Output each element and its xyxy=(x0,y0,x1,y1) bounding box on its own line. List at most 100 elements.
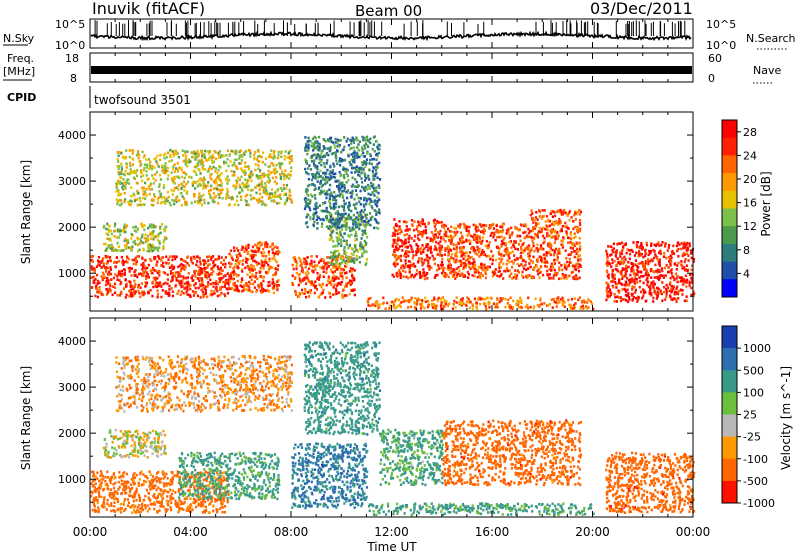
velocity-colorbar-segment xyxy=(722,326,737,349)
power-echo-region xyxy=(90,254,231,299)
time-tick-label: 12:00 xyxy=(374,525,409,539)
cpid-label: CPID xyxy=(7,91,36,104)
cpid-panel: CPID twofsound 3501 xyxy=(7,86,191,108)
velocity-colorbar-tick: -100 xyxy=(743,453,768,466)
power-colorbar-tick: 20 xyxy=(743,173,757,186)
power-colorbar: 28 24 20 16 12 8 4 xyxy=(721,119,757,298)
nsearch-label: N.Search xyxy=(746,32,796,45)
velocity-echo-region xyxy=(605,451,696,514)
power-colorbar-segment xyxy=(722,208,737,227)
velocity-colorbar-tick: 100 xyxy=(743,386,764,399)
power-colorbar-segment xyxy=(722,137,737,156)
velocity-cbar-label: Velocity [m s^-1] xyxy=(779,366,793,470)
nave-label: Nave xyxy=(753,64,781,77)
velocity-colorbar-tick: -25 xyxy=(743,431,761,444)
power-echo-region xyxy=(366,296,595,311)
freq-panel: Freq. [MHz] 18 8 60 0 Nave xyxy=(3,52,781,85)
nsky-panel: N.Sky 10^5 10^0 10^5 10^0 N.Search xyxy=(3,18,796,52)
nsky-label: N.Sky xyxy=(3,32,35,45)
velocity-colorbar-tick: -500 xyxy=(743,475,768,488)
time-axis: 00:00 04:00 08:00 12:00 16:00 20:00 00:00 xyxy=(73,19,711,539)
freq-trace xyxy=(91,66,692,74)
velocity-colorbar-segment xyxy=(722,348,737,371)
freq-tick-top: 18 xyxy=(65,52,79,65)
time-tick-label: 20:00 xyxy=(575,525,610,539)
power-echo-region xyxy=(115,148,294,207)
date-title: 03/Dec/2011 xyxy=(590,0,693,18)
velocity-echo-region xyxy=(441,419,582,487)
velocity-echo-region xyxy=(102,428,167,459)
power-colorbar-segment xyxy=(722,279,737,298)
cpid-program: twofsound 3501 xyxy=(94,93,191,107)
power-colorbar-tick: 4 xyxy=(743,267,750,280)
velocity-yaxis: 1000 2000 3000 4000 xyxy=(58,335,693,503)
beam-title: Beam 00 xyxy=(355,2,422,20)
power-colorbar-segment xyxy=(722,155,737,174)
velocity-echo-region xyxy=(178,451,281,501)
velocity-colorbar-tick: 1000 xyxy=(743,342,771,355)
velocity-echo-region xyxy=(379,428,444,487)
power-cbar-label: Power [dB] xyxy=(759,171,773,236)
time-tick-label: 00:00 xyxy=(73,525,108,539)
power-colorbar-tick: 8 xyxy=(743,244,750,257)
velocity-colorbar-segment xyxy=(722,370,737,393)
velocity-panel: 1000 2000 3000 4000 Slant Range [km] 1000 50… xyxy=(19,317,793,518)
time-tick-label: 16:00 xyxy=(475,525,510,539)
power-panel: 1000 2000 3000 4000 Slant Range [km] 28 24 20… xyxy=(19,111,773,312)
freq-unit-label: [MHz] xyxy=(3,65,35,78)
power-colorbar-tick: 28 xyxy=(743,126,757,139)
power-yaxis: 1000 2000 3000 4000 xyxy=(58,129,693,297)
freq-label: Freq. xyxy=(7,52,34,65)
power-echo-region xyxy=(605,241,696,304)
power-colorbar-segment xyxy=(722,243,737,263)
velocity-colorbar-segment xyxy=(722,414,737,438)
nsearch-tick-bottom: 10^0 xyxy=(706,39,736,52)
power-ylabel: Slant Range [km] xyxy=(19,160,33,264)
power-echo-region xyxy=(391,218,444,281)
nsearch-tick-top: 10^5 xyxy=(706,18,736,31)
velocity-echo-region xyxy=(291,442,369,510)
time-axis-label: Time UT xyxy=(366,540,417,554)
velocity-colorbar-segment xyxy=(722,392,737,415)
velocity-ytick-label: 1000 xyxy=(58,473,86,486)
velocity-colorbar-segment xyxy=(722,480,737,504)
power-colorbar-segment xyxy=(722,261,737,280)
nave-tick-bottom: 0 xyxy=(708,72,715,85)
site-title: Inuvik (fitACF) xyxy=(92,0,205,18)
nsky-trace xyxy=(90,20,692,42)
power-ytick-label: 1000 xyxy=(58,267,86,280)
power-echo-region xyxy=(442,222,532,280)
nsky-tick-bottom: 10^0 xyxy=(55,39,85,52)
power-colorbar-segment xyxy=(722,226,737,245)
power-colorbar-segment xyxy=(722,173,737,192)
power-data xyxy=(90,135,696,311)
velocity-ytick-label: 2000 xyxy=(58,427,86,440)
power-echo-region xyxy=(228,241,281,295)
velocity-colorbar: 1000 500 100 25 -25 -100 -500 -1000 xyxy=(721,325,775,510)
power-colorbar-tick: 24 xyxy=(743,149,757,162)
velocity-colorbar-segment xyxy=(722,458,737,482)
time-tick-label: 04:00 xyxy=(173,525,208,539)
power-ytick-label: 4000 xyxy=(58,129,86,142)
freq-tick-bottom: 8 xyxy=(70,72,77,85)
nave-tick-top: 60 xyxy=(708,52,722,65)
time-tick-label: 08:00 xyxy=(274,525,309,539)
velocity-echo-region xyxy=(303,341,381,436)
time-tick-label: 00:00 xyxy=(676,525,711,539)
power-echo-region xyxy=(291,254,356,299)
velocity-ytick-label: 3000 xyxy=(58,381,86,394)
power-colorbar-segment xyxy=(722,120,737,139)
power-colorbar-tick: 16 xyxy=(743,197,757,210)
power-echo-region xyxy=(102,222,168,253)
velocity-data xyxy=(90,341,696,517)
velocity-colorbar-tick: 500 xyxy=(743,364,764,377)
velocity-echo-region xyxy=(115,354,293,413)
power-colorbar-segment xyxy=(722,190,737,209)
velocity-echo-region xyxy=(90,470,230,515)
power-echo-region xyxy=(303,135,382,230)
velocity-colorbar-tick: -1000 xyxy=(743,497,775,510)
power-colorbar-tick: 12 xyxy=(743,220,757,233)
velocity-ytick-label: 4000 xyxy=(58,335,86,348)
velocity-ylabel: Slant Range [km] xyxy=(19,366,33,470)
